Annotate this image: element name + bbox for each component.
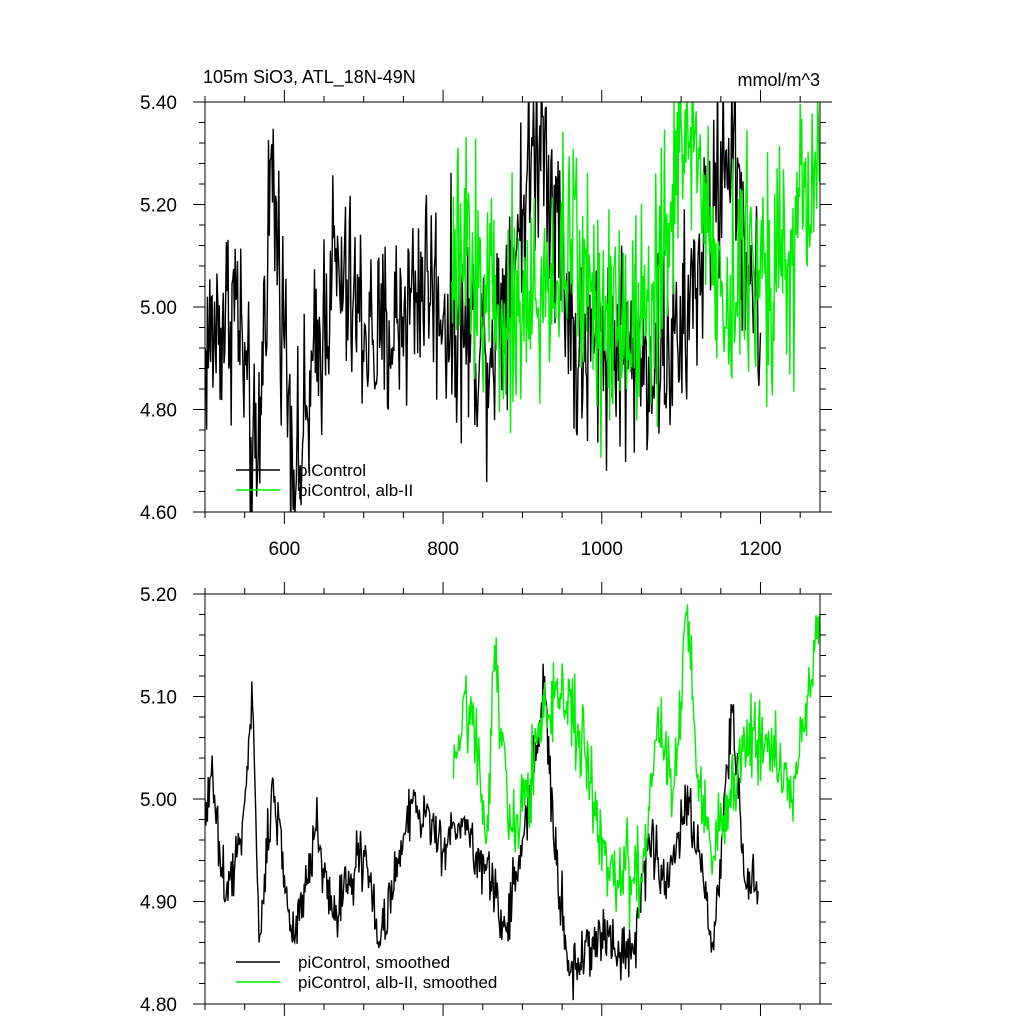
legend-label: piControl, smoothed [298, 953, 450, 972]
y-tick-label: 5.20 [140, 196, 177, 217]
x-tick-label: 800 [427, 539, 459, 560]
y-tick-label: 5.20 [140, 585, 177, 606]
chart-title: 105m SiO3, ATL_18N-49N [203, 67, 416, 88]
x-tick-label: 1200 [739, 539, 781, 560]
y-tick-label: 5.00 [140, 790, 177, 811]
panel-top-chart: 105m SiO3, ATL_18N-49N mmol/m^3 600 800 10… [140, 67, 832, 560]
y-tick-label: 4.80 [140, 401, 177, 422]
y-tick-label: 5.10 [140, 688, 177, 709]
legend-label: piControl [298, 461, 366, 480]
y-tick-label: 4.60 [140, 503, 177, 524]
y-tick-label: 5.00 [140, 298, 177, 319]
series-line-picontrol [205, 663, 759, 1001]
series-line-picontrol-alb-ii [451, 102, 820, 458]
x-tick-label: 600 [269, 539, 301, 560]
panel-bottom-chart: 4.80 4.90 5.00 5.10 5.20 piControl, smoothedp… [140, 582, 832, 1016]
legend-label: piControl, alb-II [298, 481, 413, 500]
legend-label: piControl, alb-II, smoothed [298, 973, 497, 992]
chart-units-label: mmol/m^3 [738, 70, 820, 90]
series-line-picontrol-alb-ii [452, 604, 820, 929]
y-tick-label: 4.90 [140, 893, 177, 914]
y-tick-label: 5.40 [140, 93, 177, 114]
x-tick-label: 1000 [581, 539, 623, 560]
y-tick-label: 4.80 [140, 995, 177, 1016]
